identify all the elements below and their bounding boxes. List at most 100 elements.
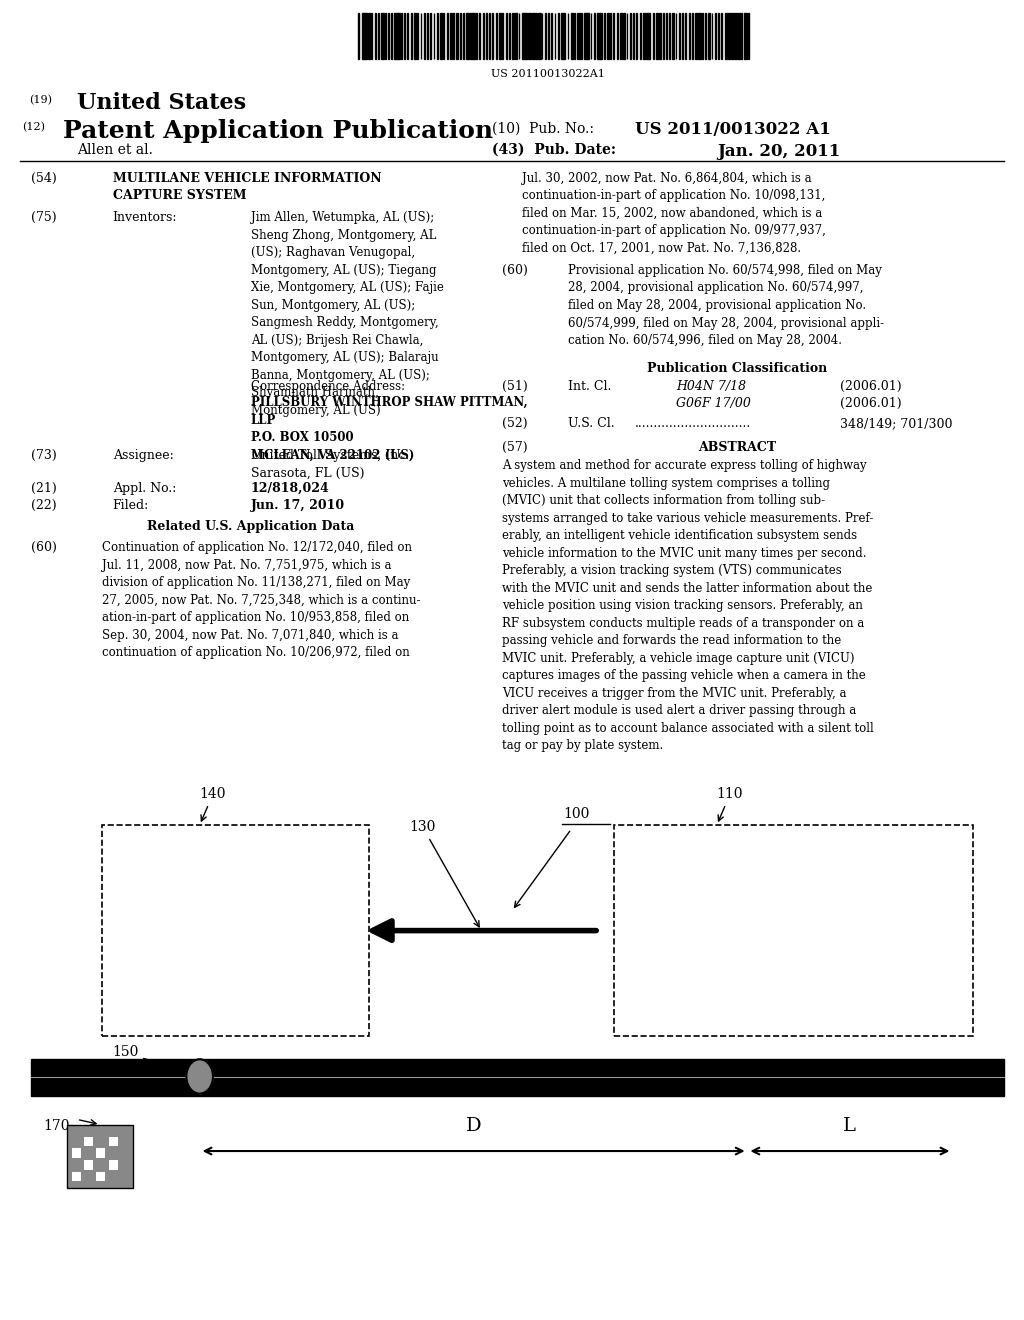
Bar: [728, 13, 730, 59]
Text: (22): (22): [31, 499, 56, 512]
Text: ..............................: ..............................: [635, 417, 752, 430]
Bar: [457, 13, 458, 59]
Text: MULTILANE VEHICLE INFORMATION
CAPTURE SYSTEM: MULTILANE VEHICLE INFORMATION CAPTURE SY…: [113, 172, 381, 202]
Text: Filed:: Filed:: [113, 499, 148, 512]
Bar: [535, 13, 537, 59]
Bar: [673, 13, 674, 59]
Bar: [109, 1137, 118, 1146]
Text: (52): (52): [502, 417, 527, 430]
Text: G06F 17/00: G06F 17/00: [676, 397, 751, 411]
Bar: [96, 1148, 105, 1158]
Bar: [624, 13, 625, 59]
Text: 130: 130: [410, 820, 479, 927]
Bar: [640, 13, 641, 59]
Bar: [734, 13, 737, 59]
Bar: [109, 1160, 118, 1170]
Text: (10)  Pub. No.:: (10) Pub. No.:: [492, 121, 602, 136]
Bar: [561, 13, 563, 59]
Bar: [528, 13, 530, 59]
Bar: [473, 13, 475, 59]
Bar: [588, 13, 589, 59]
Bar: [470, 13, 473, 59]
Text: US 20110013022A1: US 20110013022A1: [490, 69, 605, 79]
Text: (73): (73): [31, 449, 56, 462]
Text: Inventors:: Inventors:: [113, 211, 177, 224]
Bar: [102, 825, 369, 1036]
Circle shape: [186, 1059, 213, 1093]
Bar: [600, 13, 602, 59]
Text: Jun. 17, 2010: Jun. 17, 2010: [251, 499, 345, 512]
Bar: [84, 1160, 93, 1170]
Text: Jan. 20, 2011: Jan. 20, 2011: [717, 143, 840, 160]
Bar: [531, 13, 535, 59]
Bar: [512, 13, 514, 59]
Text: Publication Classification: Publication Classification: [647, 362, 827, 375]
Text: Jim Allen, Wetumpka, AL (US);
Sheng Zhong, Montgomery, AL
(US); Raghavan Venugop: Jim Allen, Wetumpka, AL (US); Sheng Zhon…: [251, 211, 443, 417]
Bar: [414, 13, 416, 59]
Text: 100: 100: [563, 807, 590, 821]
Bar: [67, 1125, 133, 1188]
Text: (75): (75): [31, 211, 56, 224]
Bar: [571, 13, 572, 59]
Bar: [361, 13, 365, 59]
Bar: [695, 13, 697, 59]
Bar: [643, 13, 644, 59]
Text: (60): (60): [31, 541, 56, 554]
Bar: [539, 13, 541, 59]
Bar: [709, 13, 710, 59]
Bar: [499, 13, 502, 59]
Text: Continuation of application No. 12/172,040, filed on
Jul. 11, 2008, now Pat. No.: Continuation of application No. 12/172,0…: [102, 541, 421, 659]
Text: 110: 110: [717, 787, 743, 821]
Bar: [84, 1137, 93, 1146]
Text: PILLSBURY WINTHROP SHAW PITTMAN,
LLP
P.O. BOX 10500
MCLEAN, VA 22102 (US): PILLSBURY WINTHROP SHAW PITTMAN, LLP P.O…: [251, 396, 527, 462]
Text: (60): (60): [502, 264, 527, 277]
Bar: [365, 13, 367, 59]
Bar: [607, 13, 608, 59]
Text: Allen et al.: Allen et al.: [77, 143, 153, 157]
Bar: [522, 13, 525, 59]
Bar: [381, 13, 384, 59]
Text: 12/818,024: 12/818,024: [251, 482, 330, 495]
Bar: [515, 13, 517, 59]
Text: H04N 7/18: H04N 7/18: [676, 380, 745, 393]
Bar: [72, 1172, 81, 1181]
Bar: [689, 13, 690, 59]
Bar: [578, 13, 580, 59]
Text: L: L: [844, 1117, 856, 1135]
Text: Patent Application Publication: Patent Application Publication: [63, 119, 494, 143]
Bar: [666, 13, 668, 59]
Text: Assignee:: Assignee:: [113, 449, 173, 462]
Bar: [646, 13, 648, 59]
Text: U.S. Cl.: U.S. Cl.: [568, 417, 618, 430]
Bar: [96, 1172, 105, 1181]
Bar: [388, 13, 389, 59]
Bar: [525, 13, 526, 59]
Text: (43)  Pub. Date:: (43) Pub. Date:: [492, 143, 626, 157]
Text: US 2011/0013022 A1: US 2011/0013022 A1: [635, 121, 830, 139]
Bar: [446, 13, 449, 59]
Bar: [482, 13, 484, 59]
Text: (2006.01): (2006.01): [840, 397, 901, 411]
Bar: [731, 13, 733, 59]
Text: United States: United States: [77, 92, 246, 115]
Bar: [440, 13, 441, 59]
Bar: [31, 1059, 1004, 1096]
Text: United Toll Systems, Inc.,
Sarasota, FL (US): United Toll Systems, Inc., Sarasota, FL …: [251, 449, 413, 479]
Text: A system and method for accurate express tolling of highway
vehicles. A multilan: A system and method for accurate express…: [502, 459, 873, 752]
Text: Jul. 30, 2002, now Pat. No. 6,864,804, which is a
continuation-in-part of applic: Jul. 30, 2002, now Pat. No. 6,864,804, w…: [522, 172, 826, 255]
Text: (2006.01): (2006.01): [840, 380, 901, 393]
Text: 170: 170: [43, 1119, 70, 1134]
Text: 348/149; 701/300: 348/149; 701/300: [840, 417, 952, 430]
Bar: [659, 13, 660, 59]
Bar: [72, 1148, 81, 1158]
Bar: [744, 13, 746, 59]
Bar: [663, 13, 665, 59]
Bar: [584, 13, 588, 59]
Text: Provisional application No. 60/574,998, filed on May
28, 2004, provisional appli: Provisional application No. 60/574,998, …: [568, 264, 885, 347]
Bar: [603, 13, 605, 59]
Bar: [725, 13, 727, 59]
Text: (19): (19): [29, 95, 51, 106]
Text: (57): (57): [502, 441, 527, 454]
Text: (12): (12): [23, 121, 45, 132]
Text: Correspondence Address:: Correspondence Address:: [251, 380, 406, 393]
